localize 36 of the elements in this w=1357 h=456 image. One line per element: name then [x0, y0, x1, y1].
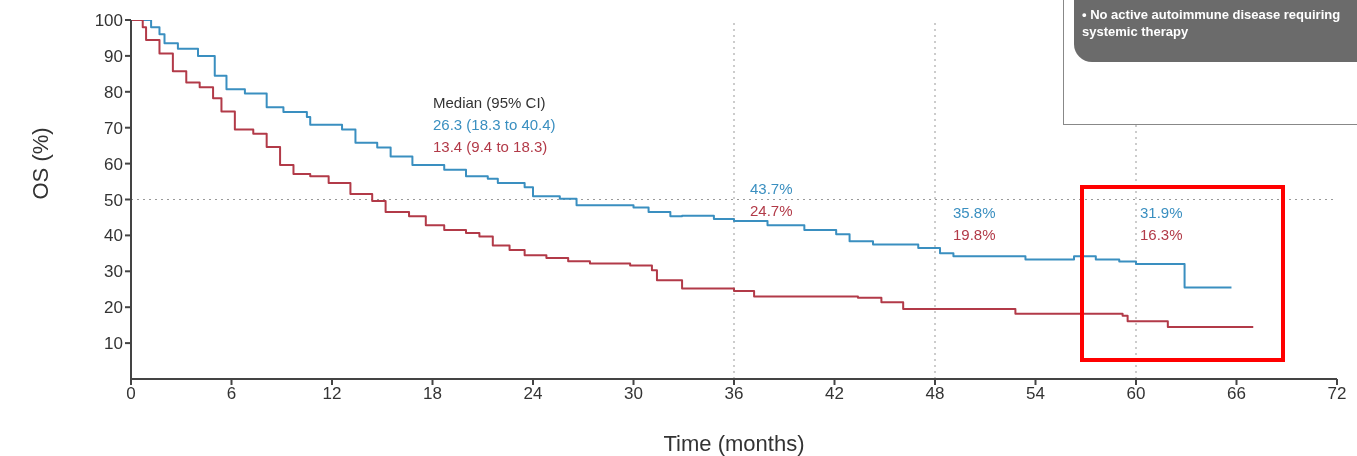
x-tick-label: 6 — [226, 384, 237, 404]
x-tick-label: 36 — [724, 384, 744, 404]
x-tick-label: 60 — [1126, 384, 1146, 404]
y-tick-label: 50 — [104, 190, 123, 210]
x-axis-title: Time (months) — [663, 431, 805, 456]
y-tick-label: 20 — [104, 298, 123, 318]
note-panel: • No active autoimmune disease requiring systemic therapy — [1063, 0, 1357, 125]
x-tick-label: 48 — [925, 384, 945, 404]
x-tick-label: 54 — [1026, 384, 1045, 404]
y-tick-label: 100 — [94, 11, 123, 31]
annotation: 31.9% — [1140, 204, 1183, 221]
annotation: Median (95% CI) — [433, 94, 546, 111]
x-tick-label: 12 — [322, 384, 342, 404]
annotation: 35.8% — [953, 204, 996, 221]
y-tick-label: 40 — [104, 226, 123, 246]
y-tick-label: 30 — [104, 262, 123, 282]
y-tick-label: 10 — [104, 334, 123, 354]
annotation: 13.4 (9.4 to 18.3) — [433, 138, 548, 155]
x-tick-label: 24 — [523, 384, 543, 404]
annotation: 43.7% — [750, 180, 793, 197]
y-tick-label: 90 — [104, 46, 123, 66]
x-tick-label: 42 — [825, 384, 844, 404]
y-tick-label: 80 — [104, 82, 123, 102]
annotation: 16.3% — [1140, 226, 1183, 243]
annotation: 26.3 (18.3 to 40.4) — [433, 116, 556, 133]
x-tick-label: 72 — [1327, 384, 1347, 404]
annotation: 24.7% — [750, 202, 793, 219]
x-tick-label: 18 — [423, 384, 442, 404]
x-tick-label: 0 — [126, 384, 136, 404]
x-tick-label: 30 — [624, 384, 643, 404]
x-tick-label: 66 — [1227, 384, 1246, 404]
annotation: 19.8% — [953, 226, 996, 243]
y-tick-label: 70 — [104, 118, 123, 138]
y-axis-title: OS (%) — [27, 127, 53, 200]
y-tick-label: 60 — [104, 154, 123, 174]
annotation: • No active autoimmune disease requiring systemic therapy — [1074, 0, 1357, 62]
